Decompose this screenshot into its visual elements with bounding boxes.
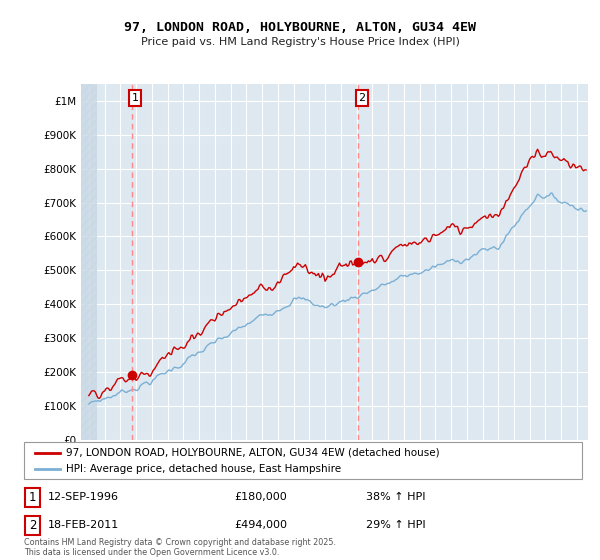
- Text: 2: 2: [358, 93, 365, 103]
- Text: 29% ↑ HPI: 29% ↑ HPI: [366, 520, 425, 530]
- Text: 1: 1: [131, 93, 139, 103]
- Text: £494,000: £494,000: [234, 520, 287, 530]
- FancyBboxPatch shape: [25, 488, 40, 507]
- Text: £180,000: £180,000: [234, 492, 287, 502]
- FancyBboxPatch shape: [24, 442, 582, 479]
- Text: 1: 1: [29, 491, 36, 504]
- Bar: [81, 84, 97, 440]
- Text: 2: 2: [29, 519, 36, 532]
- Text: 97, LONDON ROAD, HOLYBOURNE, ALTON, GU34 4EW (detached house): 97, LONDON ROAD, HOLYBOURNE, ALTON, GU34…: [66, 447, 439, 458]
- Text: 12-SEP-1996: 12-SEP-1996: [48, 492, 119, 502]
- Text: 38% ↑ HPI: 38% ↑ HPI: [366, 492, 425, 502]
- FancyBboxPatch shape: [25, 516, 40, 535]
- Text: Contains HM Land Registry data © Crown copyright and database right 2025.
This d: Contains HM Land Registry data © Crown c…: [24, 538, 336, 557]
- Text: HPI: Average price, detached house, East Hampshire: HPI: Average price, detached house, East…: [66, 464, 341, 474]
- Text: Price paid vs. HM Land Registry's House Price Index (HPI): Price paid vs. HM Land Registry's House …: [140, 37, 460, 47]
- Text: 97, LONDON ROAD, HOLYBOURNE, ALTON, GU34 4EW: 97, LONDON ROAD, HOLYBOURNE, ALTON, GU34…: [124, 21, 476, 34]
- Text: 18-FEB-2011: 18-FEB-2011: [48, 520, 119, 530]
